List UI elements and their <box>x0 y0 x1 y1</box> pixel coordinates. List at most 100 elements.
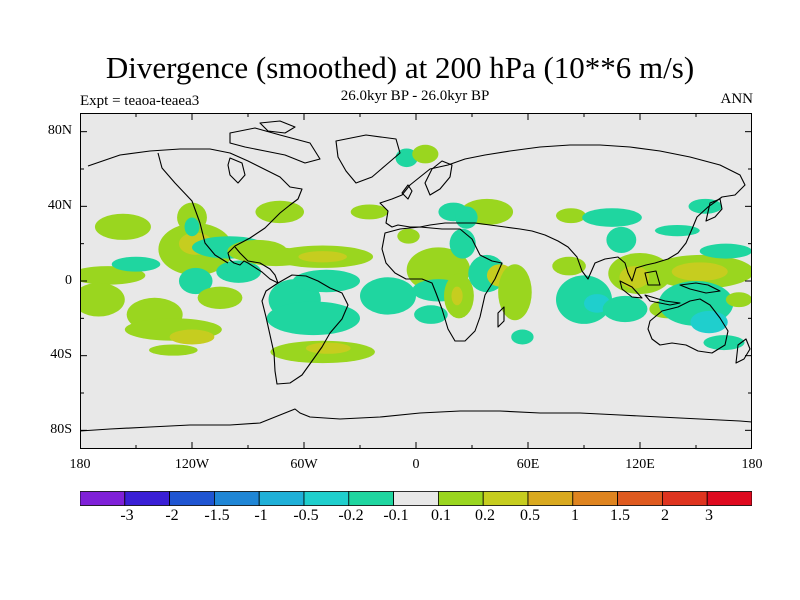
x-tick-120e: 120E <box>625 457 655 472</box>
colorbar-label: 2 <box>661 507 669 524</box>
divergence-region <box>255 200 304 224</box>
convergence-region <box>699 243 752 259</box>
divergence-region <box>350 204 389 220</box>
coast-indonesia <box>619 270 721 306</box>
colorbar-box <box>80 491 126 506</box>
coast-hudson-bay <box>227 157 246 184</box>
coast-north-america <box>87 148 303 284</box>
colorbar-label: 0.5 <box>520 507 540 524</box>
colorbar-box <box>662 491 708 506</box>
plot-title: Divergence (smoothed) at 200 hPa (10**6 … <box>105 50 695 85</box>
divergence-region <box>169 329 215 345</box>
divergence-region <box>80 282 125 317</box>
colorbar-label: 0.2 <box>475 507 495 524</box>
x-tick-180e: 180 <box>741 457 763 472</box>
experiment-label: Expt = teaoa-teaea3 <box>80 93 200 109</box>
coast-britain <box>401 184 413 200</box>
colorbar <box>80 491 752 506</box>
colorbar-box <box>527 491 574 506</box>
divergence-region <box>556 208 586 224</box>
divergence-map <box>80 113 752 449</box>
colorbar-label: -0.5 <box>293 507 319 524</box>
convergence-region <box>184 217 200 237</box>
divergence-region <box>397 228 420 244</box>
convergence-region <box>292 269 360 293</box>
colorbar-box <box>169 491 215 506</box>
colorbar-box <box>482 491 529 506</box>
colorbar-box <box>706 491 752 506</box>
coast-madagascar <box>497 306 505 328</box>
colorbar-label: -1 <box>254 507 268 524</box>
coast-africa <box>381 226 503 342</box>
colorbar-label: 0.1 <box>431 507 451 524</box>
divergence-region <box>451 286 463 306</box>
coast-europe-asia <box>379 144 746 282</box>
y-tick-80n: 80N <box>47 123 72 138</box>
x-tick-180w: 180 <box>69 457 91 472</box>
divergence-region <box>552 256 586 276</box>
colorbar-label: -0.1 <box>383 507 409 524</box>
convergence-region <box>216 260 262 283</box>
coast-australia <box>647 298 729 354</box>
convergence-region <box>703 335 745 351</box>
colorbar-box <box>617 491 663 506</box>
coast-japan <box>705 198 723 222</box>
divergence-region <box>298 251 347 263</box>
convergence-region <box>414 305 448 324</box>
colorbar-label: -0.2 <box>338 507 364 524</box>
divergence-field <box>80 144 752 364</box>
divergence-region <box>671 262 728 281</box>
coast-greenland <box>335 134 401 184</box>
divergence-region <box>498 264 532 321</box>
x-tick-60w: 60W <box>290 457 318 472</box>
x-tick-60e: 60E <box>516 457 540 472</box>
coast-arctic-islands <box>229 120 321 164</box>
colorbar-label: 1.5 <box>610 507 630 524</box>
colorbar-box <box>124 491 170 506</box>
convergence-region <box>654 225 700 237</box>
colorbar-label: 1 <box>571 507 579 524</box>
x-tick-120w: 120W <box>174 457 210 472</box>
y-tick-40s: 40S <box>50 347 72 362</box>
x-tick-0: 0 <box>412 457 420 472</box>
divergence-region <box>305 342 351 354</box>
convergence-region <box>360 277 416 315</box>
divergence-region <box>149 344 198 356</box>
divergence-region <box>197 286 243 309</box>
divergence-region <box>94 213 151 240</box>
colorbar-box <box>213 491 260 506</box>
colorbar-label: -2 <box>165 507 179 524</box>
colorbar-label: -1.5 <box>204 507 230 524</box>
convergence-region <box>455 206 478 229</box>
coast-scandinavia <box>424 160 453 196</box>
colorbar-label: -3 <box>120 507 134 524</box>
convergence-region <box>111 256 161 272</box>
coast-new-zealand <box>735 338 751 364</box>
divergence-region <box>619 266 650 289</box>
colorbar-box <box>348 491 394 506</box>
convergence-region <box>582 208 642 227</box>
y-tick-80s: 80S <box>50 422 72 437</box>
y-tick-0: 0 <box>65 273 72 288</box>
axis-ticks <box>80 113 752 449</box>
convergence-region <box>449 228 476 259</box>
coastlines <box>80 120 752 432</box>
colorbar-box <box>258 491 305 506</box>
divergence-region <box>725 292 752 308</box>
divergence-region <box>412 144 439 164</box>
convergence-region <box>266 301 360 336</box>
convergence-region <box>511 329 534 345</box>
y-tick-40n: 40N <box>47 198 72 213</box>
colorbar-box <box>572 491 618 506</box>
convergence-region <box>606 226 637 253</box>
colorbar-box <box>393 491 439 506</box>
convergence-region <box>178 267 213 295</box>
colorbar-label: 3 <box>705 507 713 524</box>
colorbar-box <box>303 491 350 506</box>
season-label: ANN <box>720 91 754 107</box>
colorbar-box <box>437 491 484 506</box>
convergence-region <box>395 148 418 168</box>
coast-antarctica <box>80 408 752 432</box>
period-label: 26.0kyr BP - 26.0kyr BP <box>340 88 490 104</box>
convergence-region <box>602 295 648 323</box>
